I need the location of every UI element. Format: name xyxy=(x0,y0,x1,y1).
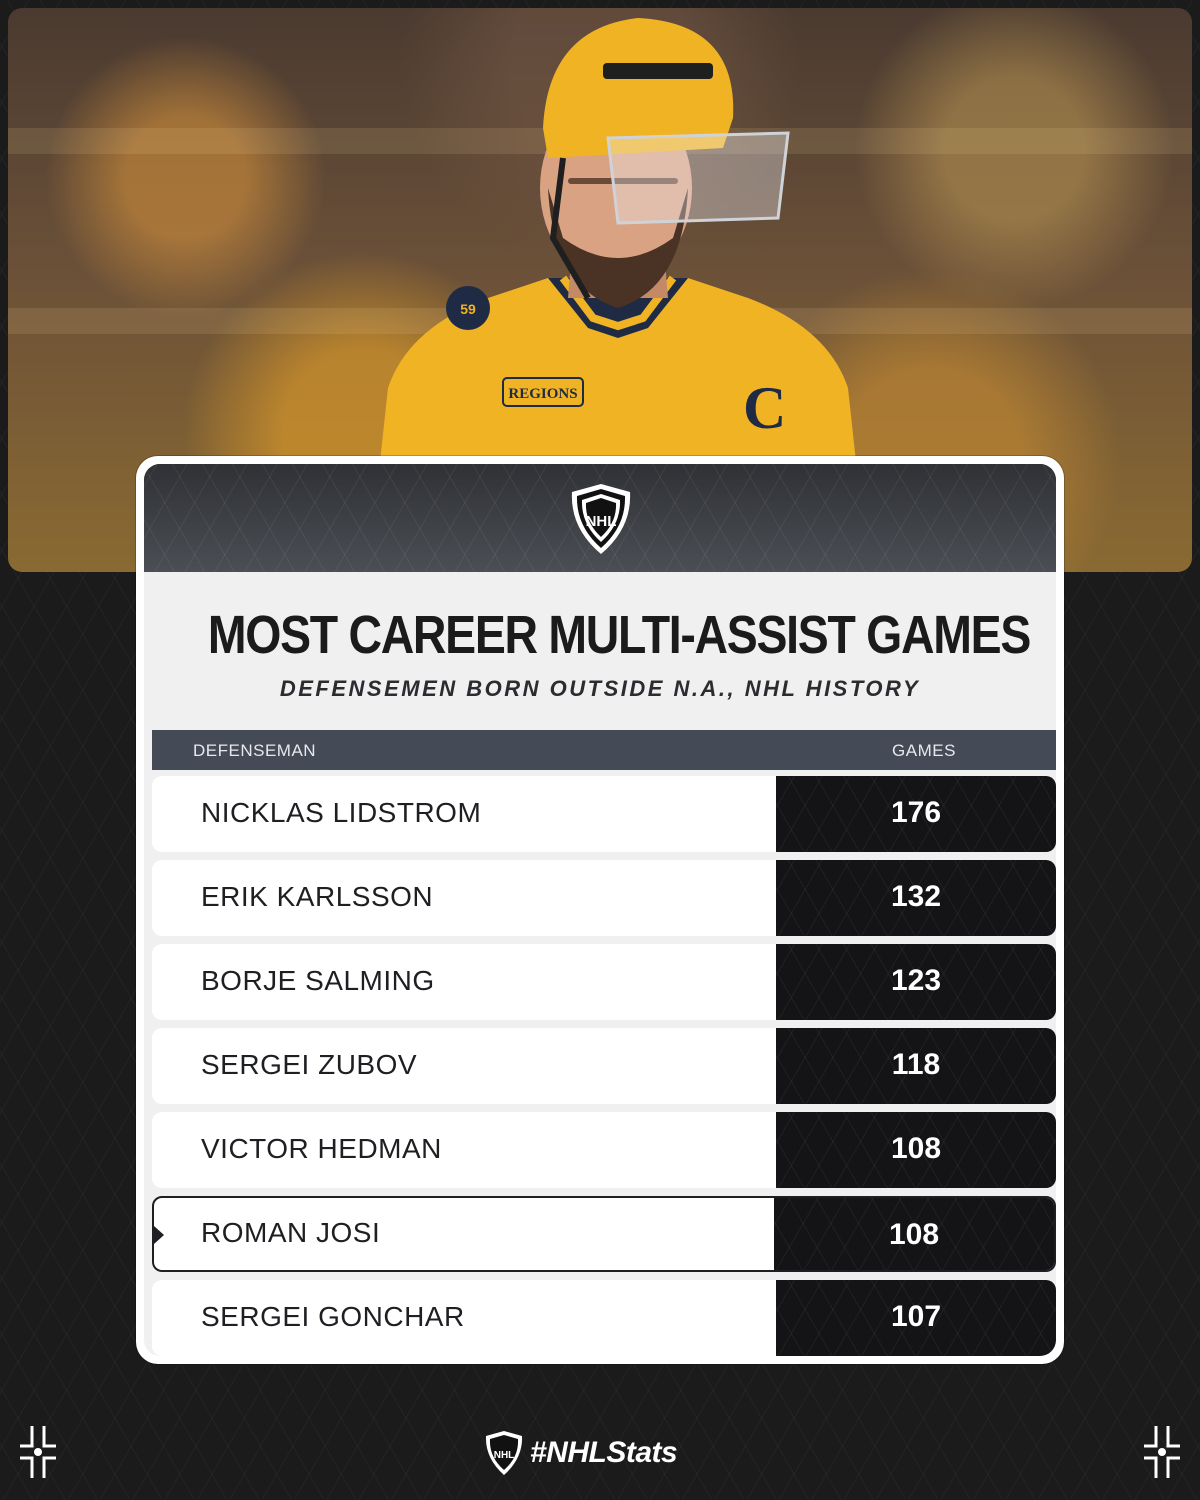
games-value: 107 xyxy=(890,1300,942,1333)
highlight-marker-icon xyxy=(154,1226,164,1244)
crosshair-icon xyxy=(20,1426,56,1478)
footer: NHL #NHLStats xyxy=(0,1420,1200,1490)
table-row: ERIK KARLSSON 132 xyxy=(152,860,1056,936)
svg-text:REGIONS: REGIONS xyxy=(508,386,577,402)
games-value: 123 xyxy=(890,964,942,997)
page-subtitle: DEFENSEMEN BORN OUTSIDE N.A., NHL HISTOR… xyxy=(279,676,921,701)
svg-text:NHL: NHL xyxy=(586,513,617,530)
games-value: 118 xyxy=(891,1048,941,1081)
games-value: 132 xyxy=(890,880,942,913)
games-cell: 107 xyxy=(776,1280,1056,1356)
svg-text:59: 59 xyxy=(460,301,476,317)
card-header: NHL xyxy=(144,464,1056,572)
player-name: NICKLAS LIDSTROM xyxy=(201,797,482,828)
page-title: MOST CAREER MULTI-ASSIST GAMES xyxy=(207,605,1031,665)
games-cell: 108 xyxy=(774,1198,1054,1270)
table-row-highlighted: ROMAN JOSI 108 xyxy=(152,1196,1056,1272)
column-header-defenseman: DEFENSEMAN xyxy=(193,741,317,760)
player-name: BORJE SALMING xyxy=(201,965,435,996)
nhl-shield-icon: NHL xyxy=(485,1431,523,1475)
player-name: VICTOR HEDMAN xyxy=(201,1133,442,1164)
games-value: 176 xyxy=(890,796,942,829)
games-cell: 118 xyxy=(776,1028,1056,1104)
table-row: NICKLAS LIDSTROM 176 xyxy=(152,776,1056,852)
hashtag-label: #NHLStats xyxy=(530,1436,678,1469)
table-header: DEFENSEMAN GAMES xyxy=(152,730,1056,770)
stats-card: NHL MOST CAREER MULTI-ASSIST GAMES DEFEN… xyxy=(136,456,1064,1364)
column-header-games: GAMES xyxy=(892,741,956,760)
player-name: ROMAN JOSI xyxy=(201,1217,381,1248)
svg-text:NHL: NHL xyxy=(494,1450,515,1461)
games-value: 108 xyxy=(890,1132,942,1165)
nhl-shield-icon: NHL xyxy=(571,484,631,554)
games-cell: 108 xyxy=(776,1112,1056,1188)
svg-text:C: C xyxy=(743,375,786,441)
games-value: 108 xyxy=(888,1218,940,1251)
player-name: SERGEI ZUBOV xyxy=(201,1049,418,1080)
stats-card-inner: NHL MOST CAREER MULTI-ASSIST GAMES DEFEN… xyxy=(144,464,1056,1356)
table-row: VICTOR HEDMAN 108 xyxy=(152,1112,1056,1188)
table-row: SERGEI ZUBOV 118 xyxy=(152,1028,1056,1104)
player-name: ERIK KARLSSON xyxy=(201,881,434,912)
games-cell: 123 xyxy=(776,944,1056,1020)
table-row: BORJE SALMING 123 xyxy=(152,944,1056,1020)
table-row: SERGEI GONCHAR 107 xyxy=(152,1280,1056,1356)
crosshair-icon xyxy=(1144,1426,1180,1478)
games-cell: 132 xyxy=(776,860,1056,936)
player-name: SERGEI GONCHAR xyxy=(201,1301,465,1332)
games-cell: 176 xyxy=(776,776,1056,852)
